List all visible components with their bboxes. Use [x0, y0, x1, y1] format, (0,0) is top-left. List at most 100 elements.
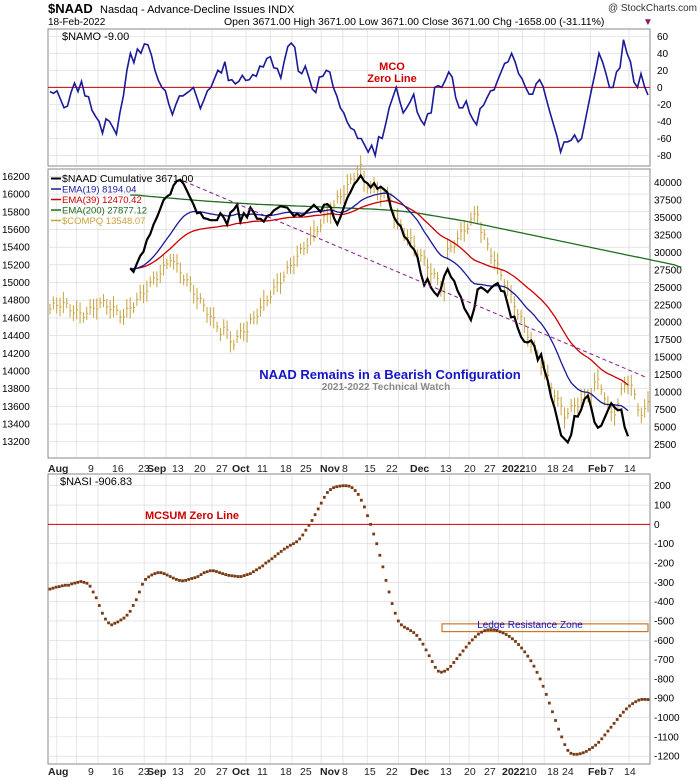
nasi-point	[304, 528, 308, 532]
nasi-point	[544, 692, 548, 696]
nasi-point	[137, 590, 141, 594]
nasi-point	[239, 575, 243, 578]
day-label: 18	[280, 766, 292, 778]
symbol-description: Nasdaq - Advance-Decline Issues INDX	[100, 4, 295, 16]
ledge-resistance-box	[441, 623, 649, 633]
nasi-y-tick: -900	[654, 694, 674, 705]
nasi-point	[110, 623, 114, 627]
nasi-point	[147, 575, 151, 579]
nasi-point	[153, 572, 157, 576]
month-label: Nov	[320, 463, 340, 475]
nasi-point	[584, 749, 588, 753]
nasi-point	[400, 623, 403, 627]
naad-right-tick: 32500	[654, 230, 682, 241]
nasi-point	[403, 625, 406, 629]
nasi-panel: 200 100 0 -100 -200 -300 -400 -500 -600 -700 -800 -…	[48, 481, 680, 763]
day-label: 20	[194, 766, 206, 778]
day-label: 14	[624, 463, 636, 475]
nasi-point	[600, 737, 604, 741]
nasi-point	[477, 632, 480, 636]
nasi-point	[603, 733, 607, 737]
nasi-point	[255, 568, 258, 572]
legend-entry: EMA(200) 27877.12	[62, 206, 147, 217]
nasi-point	[322, 495, 326, 499]
nasi-point	[134, 598, 138, 602]
mco-y-tick: 20	[657, 66, 669, 77]
nasi-y-tick: -600	[654, 636, 674, 647]
nasi-point	[94, 596, 98, 600]
naad-right-tick: 40000	[654, 178, 682, 189]
nasi-point	[507, 635, 511, 638]
nasi-point	[597, 740, 601, 744]
naad-right-tick: 20000	[654, 318, 682, 329]
naad-left-tick: 16000	[2, 190, 30, 201]
naad-left-tick: 14000	[2, 366, 30, 377]
nasi-point	[609, 725, 613, 729]
nasi-point	[557, 727, 561, 731]
day-label: 16	[112, 766, 124, 778]
nasi-point	[261, 564, 265, 568]
watermark: @ StockCharts.com	[608, 3, 697, 14]
nasi-point	[150, 573, 154, 577]
naad-left-tick: 15600	[2, 225, 30, 236]
nasi-point	[359, 498, 363, 502]
day-label: 22	[386, 766, 398, 778]
nasi-point	[510, 637, 514, 641]
nasi-point	[310, 519, 314, 522]
nasi-y-tick: -100	[654, 539, 674, 550]
nasi-point	[517, 643, 520, 646]
nasi-point	[461, 649, 465, 653]
month-label: Nov	[320, 766, 340, 778]
nasi-point	[640, 698, 644, 701]
day-label: 23	[138, 766, 150, 778]
nasi-point	[421, 642, 425, 646]
nasi-y-tick: -700	[654, 655, 674, 666]
nasi-point	[520, 646, 524, 650]
nasi-point	[424, 648, 428, 652]
mco-y-tick: -20	[657, 100, 672, 111]
nasi-point	[492, 628, 496, 632]
nasi-point	[236, 575, 240, 578]
nasi-point	[514, 640, 517, 643]
nasi-y-tick: -200	[654, 559, 674, 570]
nasi-point	[113, 621, 117, 625]
nasi-point	[190, 577, 194, 580]
naad-left-tick: 14800	[2, 296, 30, 307]
nasi-point	[292, 542, 295, 546]
nasi-point	[436, 669, 440, 673]
nasi-point	[156, 571, 160, 575]
nasi-title: $NASI -906.83	[60, 476, 132, 488]
nasi-point	[473, 635, 477, 639]
naad-right-tick: 5000	[654, 423, 677, 434]
nasi-point	[224, 573, 228, 576]
day-label: 24	[562, 766, 574, 778]
nasi-point	[415, 634, 419, 637]
nasi-point	[467, 641, 471, 645]
nasi-point	[88, 584, 92, 588]
nasi-point	[489, 628, 493, 632]
nasi-point	[221, 572, 225, 576]
nasi-point	[199, 573, 203, 576]
nasi-point	[319, 501, 323, 505]
day-label: 25	[300, 766, 312, 778]
nasi-point	[165, 573, 169, 577]
mco-zero-label-1: MCO	[379, 61, 405, 73]
day-label: 20	[194, 463, 206, 475]
naad-left-tick: 14400	[2, 331, 30, 342]
day-label: 7	[608, 766, 614, 778]
nasi-point	[76, 580, 80, 584]
day-label: 7	[608, 463, 614, 475]
naad-left-tick: 16200	[2, 172, 30, 183]
nasi-point	[282, 547, 286, 551]
nasi-point	[295, 540, 298, 544]
day-label: 15	[364, 463, 376, 475]
mco-title: $NAMO -9.00	[62, 31, 129, 43]
legend-entry: EMA(19) 8194.04	[62, 185, 136, 196]
nasi-point	[430, 660, 434, 663]
nasi-point	[347, 484, 351, 488]
naad-left-tick: 13200	[2, 437, 30, 448]
nasi-point	[541, 684, 545, 688]
nasi-point	[440, 670, 443, 674]
day-label: 25	[300, 463, 312, 475]
